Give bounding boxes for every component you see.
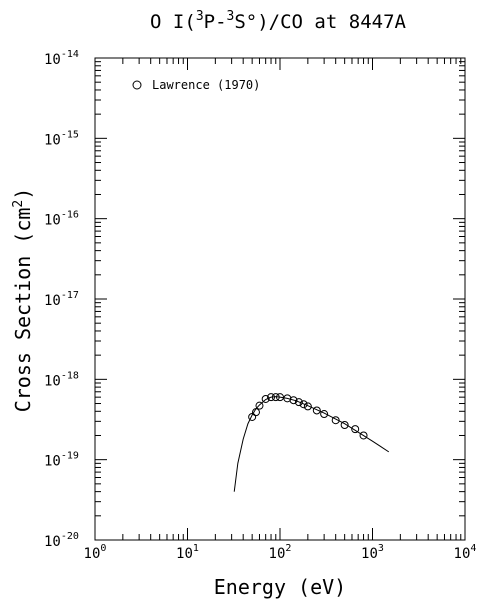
y-tick-label-base: 10 (44, 213, 61, 229)
points-layer (248, 393, 368, 440)
x-tick-label-base: 10 (176, 546, 193, 562)
x-tick-label: 102 (269, 543, 292, 562)
data-point (359, 431, 368, 440)
y-tick-label: 10-18 (44, 370, 79, 389)
data-point (294, 398, 303, 407)
title-sup1: 3 (196, 9, 204, 24)
x-tick-label-exp: 0 (100, 543, 106, 554)
title-main: O I( (150, 11, 196, 33)
title-mid: P- (204, 11, 227, 33)
y-tick-label-base: 10 (44, 373, 61, 389)
title-sup2: 3 (227, 9, 235, 24)
legend: Lawrence (1970) (132, 78, 260, 92)
x-tick-label-exp: 3 (378, 543, 384, 554)
x-tick-label-base: 10 (361, 546, 378, 562)
y-axis-label-close: ) (11, 188, 35, 200)
y-axis-label-main: Cross Section (cm (11, 208, 35, 413)
y-tick-label: 10-17 (44, 290, 79, 309)
x-tick-label-exp: 4 (470, 543, 476, 554)
x-axis-label: Energy (eV) (214, 575, 346, 599)
x-tick-label: 100 (84, 543, 107, 562)
y-tick-label-base: 10 (44, 293, 61, 309)
data-point (340, 421, 349, 430)
data-point (248, 412, 257, 421)
data-point (351, 425, 360, 434)
x-tick-label-exp: 2 (285, 543, 291, 554)
ticks-layer (94, 58, 465, 541)
data-point (320, 410, 329, 419)
data-point (271, 393, 280, 402)
fit-line-layer (233, 396, 390, 492)
data-point (312, 406, 321, 415)
data-point (261, 394, 270, 403)
data-point (267, 393, 276, 402)
chart-title: O I(3P-3S°)/CO at 8447A (150, 9, 406, 33)
y-tick-label-exp: -20 (61, 531, 79, 542)
y-tick-label-exp: -19 (61, 451, 79, 462)
x-tick-label: 101 (176, 543, 199, 562)
x-tick-label-base: 10 (84, 546, 101, 562)
x-tick-label-exp: 1 (193, 543, 199, 554)
data-point (331, 416, 340, 425)
y-tick-label: 10-16 (44, 210, 79, 229)
x-tick-label: 103 (361, 543, 384, 562)
data-point (255, 401, 264, 410)
x-tick-label: 104 (454, 543, 477, 562)
y-axis-label: Cross Section (cm2) (11, 188, 35, 413)
y-tick-label-exp: -14 (61, 49, 79, 60)
y-tick-label: 10-14 (44, 49, 79, 68)
y-tick-label: 10-19 (44, 451, 79, 470)
data-point (289, 396, 298, 405)
y-tick-label-base: 10 (44, 52, 61, 68)
data-point (299, 400, 308, 409)
plot-frame (94, 57, 466, 541)
data-point (251, 408, 260, 417)
legend-label: Lawrence (1970) (152, 78, 260, 92)
y-tick-label: 10-20 (44, 531, 79, 550)
legend-marker (132, 80, 142, 90)
fit-line (233, 396, 390, 492)
title-rest: S°)/CO at 8447A (234, 11, 406, 33)
y-tick-label-exp: -15 (61, 129, 79, 140)
data-point (276, 393, 284, 402)
y-tick-label-exp: -17 (61, 290, 79, 301)
x-tick-label-base: 10 (269, 546, 286, 562)
y-tick-label-base: 10 (44, 534, 61, 550)
y-tick-label-base: 10 (44, 454, 61, 470)
y-tick-label-exp: -16 (61, 210, 79, 221)
y-tick-label: 10-15 (44, 129, 79, 148)
tick-labels-layer: 100 101 102 103 10410-2010-1910-1810-1710-16… (44, 49, 476, 562)
data-point (303, 402, 312, 411)
y-tick-label-exp: -18 (61, 370, 79, 381)
y-tick-label-base: 10 (44, 132, 61, 148)
x-tick-label-base: 10 (454, 546, 471, 562)
y-axis-label-sup: 2 (11, 200, 26, 208)
